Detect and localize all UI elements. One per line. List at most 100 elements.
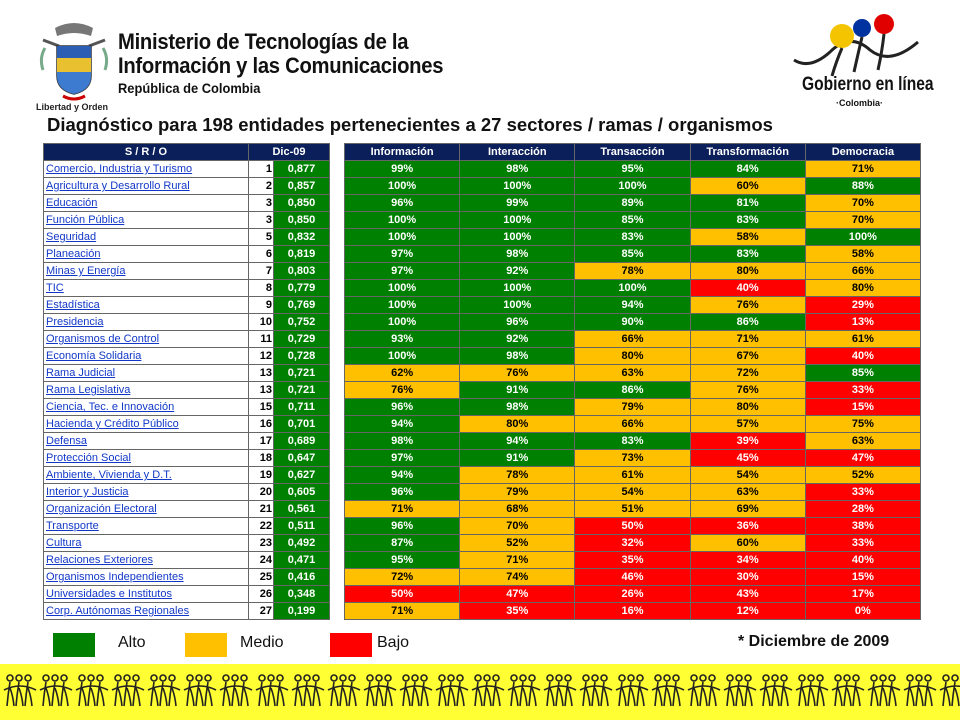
- page-title: Diagnóstico para 198 entidades perteneci…: [47, 114, 773, 135]
- sector-link[interactable]: TIC: [43, 279, 249, 297]
- sector-link[interactable]: Función Pública: [43, 211, 249, 229]
- phase-cell: 71%: [343, 602, 461, 620]
- phase-cell: 76%: [343, 381, 461, 399]
- score-cell: 0,819: [273, 245, 330, 263]
- table-row: Hacienda y Crédito Público 16 0,701: [43, 415, 330, 433]
- phase-cell: 96%: [343, 517, 461, 535]
- sector-link[interactable]: Protección Social: [43, 449, 249, 467]
- sector-link[interactable]: Organismos de Control: [43, 330, 249, 348]
- sector-link[interactable]: Presidencia: [43, 313, 249, 331]
- sector-link[interactable]: Ciencia, Tec. e Innovación: [43, 398, 249, 416]
- score-cell: 0,492: [273, 534, 330, 552]
- table-row: Educación 3 0,850: [43, 194, 330, 212]
- sector-link[interactable]: Estadística: [43, 296, 249, 314]
- phase-cell: 97%: [343, 262, 461, 280]
- table-row: 97% 91% 73% 45% 47%: [343, 449, 922, 467]
- legend-swatch-bajo: [330, 633, 372, 657]
- sector-link[interactable]: Educación: [43, 194, 249, 212]
- rank-cell: 6: [248, 245, 274, 263]
- phase-cell: 96%: [343, 483, 461, 501]
- phase-cell: 79%: [574, 398, 691, 416]
- coat-caption: Libertad y Orden: [36, 102, 109, 112]
- date-note: * Diciembre de 2009: [738, 633, 890, 650]
- table-row: Función Pública 3 0,850: [43, 211, 330, 229]
- score-cell: 0,647: [273, 449, 330, 467]
- table-row: 94% 80% 66% 57% 75%: [343, 415, 922, 433]
- phase-cell: 50%: [574, 517, 691, 535]
- brand-main: Gobierno en línea: [802, 74, 934, 95]
- sector-link[interactable]: Rama Legislativa: [43, 381, 249, 399]
- rank-cell: 8: [248, 279, 274, 297]
- sector-link[interactable]: Cultura: [43, 534, 249, 552]
- table-row: Transporte 22 0,511: [43, 517, 330, 535]
- table-row: Comercio, Industria y Turismo 1 0,877: [43, 160, 330, 178]
- rank-cell: 25: [248, 568, 274, 586]
- sector-link[interactable]: Minas y Energía: [43, 262, 249, 280]
- sector-link[interactable]: Ambiente, Vivienda y D.T.: [43, 466, 249, 484]
- table-row: 100% 100% 100% 40% 80%: [343, 279, 922, 297]
- sector-link[interactable]: Transporte: [43, 517, 249, 535]
- phase-cell: 70%: [459, 517, 576, 535]
- phase-cell: 83%: [574, 228, 691, 246]
- phase-cell: 93%: [343, 330, 461, 348]
- phase-cell: 60%: [689, 534, 806, 552]
- table-row: Cultura 23 0,492: [43, 534, 330, 552]
- sector-link[interactable]: Economía Solidaria: [43, 347, 249, 365]
- sector-link[interactable]: Agricultura y Desarrollo Rural: [43, 177, 249, 195]
- phase-cell: 35%: [574, 551, 691, 569]
- sector-link[interactable]: Hacienda y Crédito Público: [43, 415, 249, 433]
- brand-sub: ·Colombia·: [836, 98, 883, 108]
- phase-cell: 100%: [343, 177, 461, 195]
- sector-link[interactable]: Defensa: [43, 432, 249, 450]
- sector-link[interactable]: Interior y Justicia: [43, 483, 249, 501]
- table-row: 95% 71% 35% 34% 40%: [343, 551, 922, 569]
- phase-cell: 95%: [574, 160, 691, 178]
- phase-cell: 83%: [689, 245, 806, 263]
- phase-cell: 70%: [804, 194, 922, 212]
- phase-cell: 78%: [459, 466, 576, 484]
- table-row: 94% 78% 61% 54% 52%: [343, 466, 922, 484]
- sector-link[interactable]: Corp. Autónomas Regionales: [43, 602, 249, 620]
- people-pattern-icon: [3, 674, 960, 707]
- table-row: 96% 70% 50% 36% 38%: [343, 517, 922, 535]
- header-democracia: Democracia: [804, 143, 922, 161]
- rank-cell: 17: [248, 432, 274, 450]
- sector-link[interactable]: Organización Electoral: [43, 500, 249, 518]
- phase-cell: 86%: [689, 313, 806, 331]
- rank-cell: 1: [248, 160, 274, 178]
- phase-cell: 17%: [804, 585, 922, 603]
- table-row: 99% 98% 95% 84% 71%: [343, 160, 922, 178]
- phase-cell: 0%: [804, 602, 922, 620]
- phase-cell: 34%: [689, 551, 806, 569]
- ministry-line-2: Información y las Comunicaciones: [118, 53, 444, 78]
- header-transaccion: Transacción: [574, 143, 691, 161]
- header: Libertad y Orden Ministerio de Tecnologí…: [0, 0, 960, 115]
- phase-cell: 100%: [804, 228, 922, 246]
- sector-link[interactable]: Comercio, Industria y Turismo: [43, 160, 249, 178]
- score-cell: 0,561: [273, 500, 330, 518]
- phase-cell: 74%: [459, 568, 576, 586]
- rank-cell: 18: [248, 449, 274, 467]
- sector-link[interactable]: Seguridad: [43, 228, 249, 246]
- phase-cell: 70%: [804, 211, 922, 229]
- legend-label-alto: Alto: [118, 634, 146, 651]
- phase-cell: 79%: [459, 483, 576, 501]
- phase-cell: 100%: [574, 279, 691, 297]
- phase-cell: 66%: [574, 330, 691, 348]
- gobierno-en-linea-figures-icon: [793, 14, 919, 77]
- sector-link[interactable]: Rama Judicial: [43, 364, 249, 382]
- rank-cell: 3: [248, 194, 274, 212]
- score-cell: 0,721: [273, 364, 330, 382]
- score-cell: 0,701: [273, 415, 330, 433]
- table-row: 71% 68% 51% 69% 28%: [343, 500, 922, 518]
- legend-label-medio: Medio: [240, 634, 284, 651]
- phase-cell: 16%: [574, 602, 691, 620]
- sector-link[interactable]: Organismos Independientes: [43, 568, 249, 586]
- sector-link[interactable]: Universidades e Institutos: [43, 585, 249, 603]
- sector-link[interactable]: Planeación: [43, 245, 249, 263]
- sector-link[interactable]: Relaciones Exteriores: [43, 551, 249, 569]
- phase-cell: 89%: [574, 194, 691, 212]
- table-row: 96% 79% 54% 63% 33%: [343, 483, 922, 501]
- phase-cell: 40%: [689, 279, 806, 297]
- phase-cell: 80%: [804, 279, 922, 297]
